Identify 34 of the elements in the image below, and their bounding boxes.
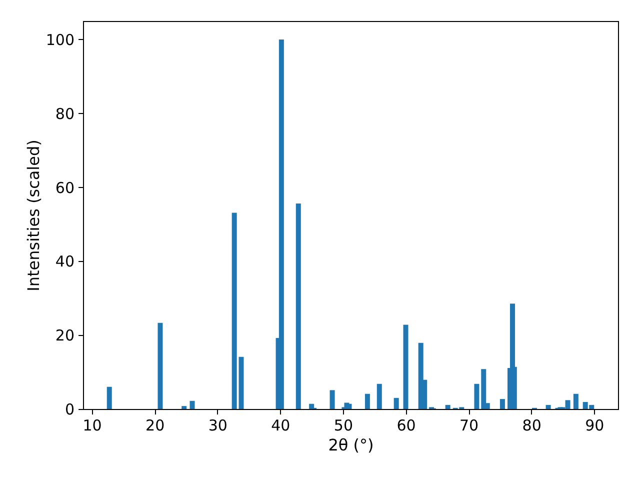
bar (182, 406, 187, 409)
y-tick-label: 0 (64, 400, 74, 418)
bar (158, 322, 163, 409)
y-tick-label: 60 (55, 178, 74, 197)
bar (474, 384, 480, 409)
bar (546, 404, 551, 409)
y-tick-label: 40 (55, 252, 74, 271)
bar (403, 324, 408, 409)
x-axis-title: 2θ (°) (328, 436, 374, 454)
x-tick-label: 10 (82, 416, 102, 434)
bar (190, 400, 195, 409)
bar (376, 384, 382, 409)
bar (278, 39, 284, 409)
y-axis-title: Intensities (scaled) (24, 140, 43, 292)
y-tick-label: 20 (55, 326, 74, 345)
x-tick-label: 60 (396, 416, 416, 434)
x-tick-label: 90 (585, 416, 604, 434)
y-tick-label: 100 (46, 30, 74, 49)
bar (573, 394, 578, 409)
bar (364, 394, 370, 409)
x-tick-label: 40 (271, 416, 290, 434)
x-tick-label: 70 (460, 416, 479, 434)
bar (445, 404, 450, 409)
bar (481, 369, 486, 409)
bar (394, 398, 399, 409)
x-tick-label: 50 (334, 416, 354, 434)
bar (330, 390, 335, 409)
y-tick-label: 80 (55, 104, 74, 123)
x-tick-label: 20 (146, 416, 165, 434)
bar (296, 204, 301, 409)
x-tick-label: 30 (208, 416, 228, 434)
bar (500, 399, 505, 409)
bar (106, 386, 112, 409)
x-tick-label: 80 (522, 416, 542, 434)
